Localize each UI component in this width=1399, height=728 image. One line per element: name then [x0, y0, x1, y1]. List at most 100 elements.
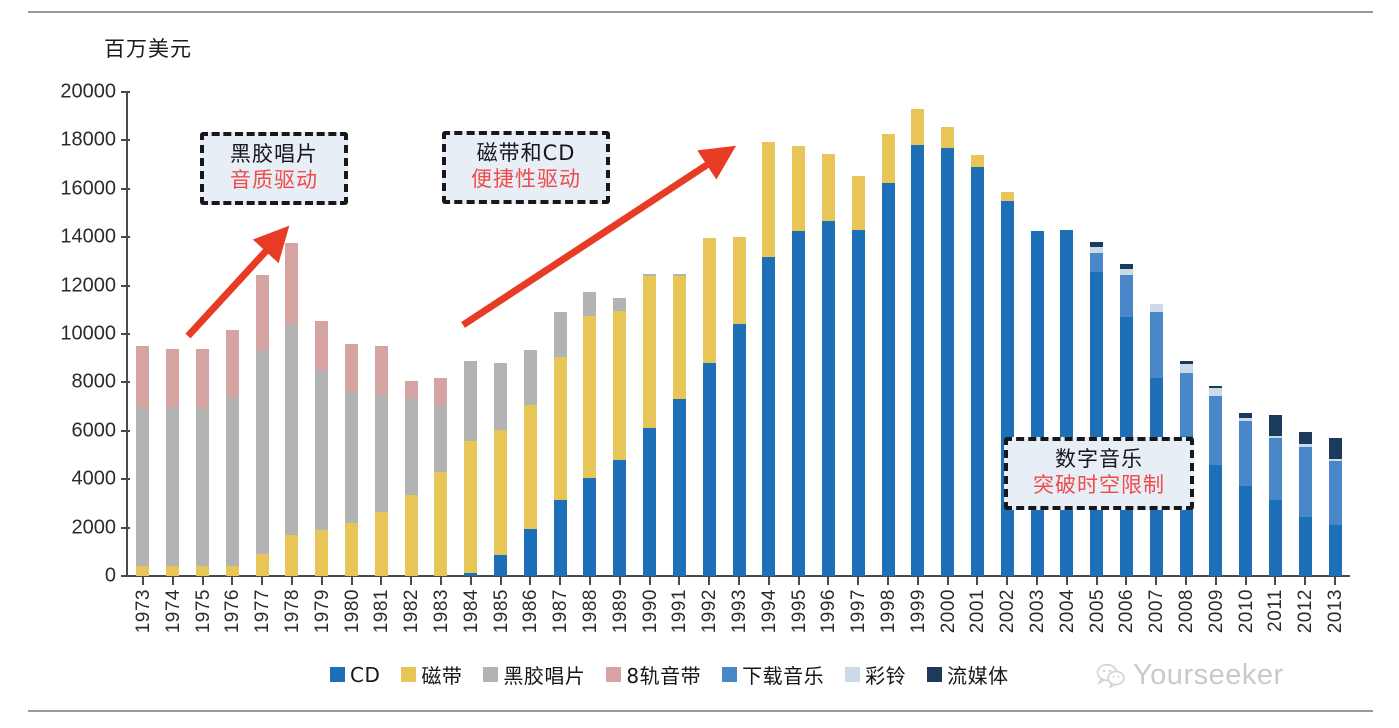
bar-column[interactable] — [762, 141, 776, 576]
y-axis-tick-label: 16000 — [60, 177, 116, 200]
bar-column[interactable] — [881, 134, 895, 576]
x-axis-tick-mark — [1334, 577, 1337, 585]
x-axis-tick-label: 1978 — [281, 589, 303, 634]
bar-segment — [315, 530, 329, 576]
bar-segment — [702, 238, 716, 363]
legend-label: 黑胶唱片 — [503, 664, 586, 688]
x-axis-tick-mark — [1304, 577, 1307, 585]
bar-column[interactable] — [553, 312, 567, 576]
y-axis-tick-mark — [121, 333, 130, 335]
bar-column[interactable] — [166, 348, 180, 576]
bar-segment — [196, 348, 209, 408]
y-axis-tick-label: 18000 — [60, 128, 116, 151]
bar-segment — [1239, 412, 1253, 418]
bar-segment — [345, 522, 359, 576]
x-axis-tick-label: 1994 — [758, 589, 780, 634]
bar-segment — [911, 145, 925, 576]
bar-column[interactable] — [1030, 231, 1044, 576]
x-axis-tick-label: 1988 — [579, 589, 601, 634]
bar-segment — [166, 565, 180, 576]
bar-segment — [911, 108, 925, 146]
bar-column[interactable] — [613, 297, 627, 576]
x-axis-tick-mark — [1244, 577, 1247, 585]
bar-column[interactable] — [1298, 432, 1312, 576]
x-axis-tick-label: 1991 — [669, 589, 691, 634]
bar-column[interactable] — [225, 330, 239, 576]
bar-segment — [1000, 200, 1014, 576]
bar-column[interactable] — [1000, 192, 1014, 576]
x-axis-tick-mark — [916, 577, 919, 585]
y-axis-tick-label: 0 — [104, 564, 116, 587]
legend-item[interactable]: 流媒体 — [927, 660, 1009, 689]
bar-column[interactable] — [583, 291, 597, 576]
bar-column[interactable] — [1090, 242, 1104, 576]
bar-column[interactable] — [941, 127, 955, 576]
bar-column[interactable] — [643, 273, 657, 576]
bar-segment — [1090, 272, 1104, 576]
bar-column[interactable] — [464, 360, 478, 576]
bar-column[interactable] — [792, 146, 806, 576]
legend-item[interactable]: 黑胶唱片 — [483, 660, 585, 689]
bar-column[interactable] — [821, 153, 835, 576]
bar-segment — [1209, 395, 1223, 465]
x-axis-tick-label: 1975 — [192, 589, 214, 634]
y-axis-tick-mark — [121, 91, 130, 93]
bar-segment — [1239, 417, 1253, 422]
bar-column[interactable] — [702, 238, 716, 576]
x-axis-tick-label: 1989 — [609, 589, 631, 634]
bar-column[interactable] — [494, 363, 508, 576]
x-axis-tick-label: 2009 — [1205, 589, 1227, 634]
bar-column[interactable] — [196, 348, 209, 576]
bar-column[interactable] — [255, 274, 269, 576]
x-axis-tick-mark — [1036, 577, 1039, 585]
bar-column[interactable] — [911, 108, 925, 576]
bar-segment — [225, 565, 239, 576]
bar-column[interactable] — [1060, 229, 1074, 576]
bar-segment — [523, 528, 537, 576]
bar-segment — [1119, 268, 1133, 275]
wechat-icon — [1096, 663, 1125, 689]
x-axis-tick-mark — [529, 577, 532, 585]
legend-item[interactable]: 8轨音带 — [606, 660, 701, 689]
bar-segment — [315, 370, 329, 531]
legend-item[interactable]: 磁带 — [401, 660, 462, 689]
legend-label: 下载音乐 — [742, 664, 825, 688]
x-axis-tick-label: 1977 — [252, 589, 274, 634]
bar-column[interactable] — [285, 243, 299, 576]
bar-column[interactable] — [672, 273, 686, 576]
bar-segment — [196, 566, 209, 576]
bar-column[interactable] — [315, 320, 329, 576]
x-axis-tick-mark — [976, 577, 979, 585]
legend-item[interactable]: 彩铃 — [845, 660, 906, 689]
bar-segment — [583, 291, 597, 316]
bar-column[interactable] — [345, 343, 359, 576]
bar-column[interactable] — [136, 346, 150, 576]
bar-column[interactable] — [1328, 438, 1342, 576]
bar-segment — [136, 346, 150, 408]
x-axis-tick-label: 2004 — [1056, 589, 1078, 634]
legend-item[interactable]: 下载音乐 — [722, 660, 824, 689]
bar-segment — [494, 429, 508, 555]
bar-segment — [851, 229, 865, 576]
y-axis-tick-mark — [121, 526, 130, 529]
bar-column[interactable] — [374, 346, 388, 576]
bar-column[interactable] — [523, 349, 537, 576]
bar-column[interactable] — [434, 377, 448, 576]
bar-segment — [374, 346, 388, 395]
bar-column[interactable] — [851, 175, 865, 576]
bar-column[interactable] — [1209, 386, 1223, 576]
x-axis-tick-label: 1987 — [550, 589, 572, 634]
x-axis-tick-mark — [201, 577, 204, 585]
bar-column[interactable] — [970, 154, 984, 576]
x-axis-tick-mark — [767, 577, 770, 585]
x-axis-tick-mark — [410, 577, 413, 585]
bar-column[interactable] — [1119, 263, 1133, 576]
bar-column[interactable] — [732, 237, 746, 576]
bar-column[interactable] — [1268, 415, 1282, 576]
bar-segment — [732, 324, 746, 576]
bar-segment — [1119, 263, 1133, 269]
legend-item[interactable]: CD — [330, 663, 380, 687]
bar-column[interactable] — [404, 381, 418, 576]
bar-column[interactable] — [1239, 412, 1253, 576]
bar-segment — [762, 141, 776, 257]
